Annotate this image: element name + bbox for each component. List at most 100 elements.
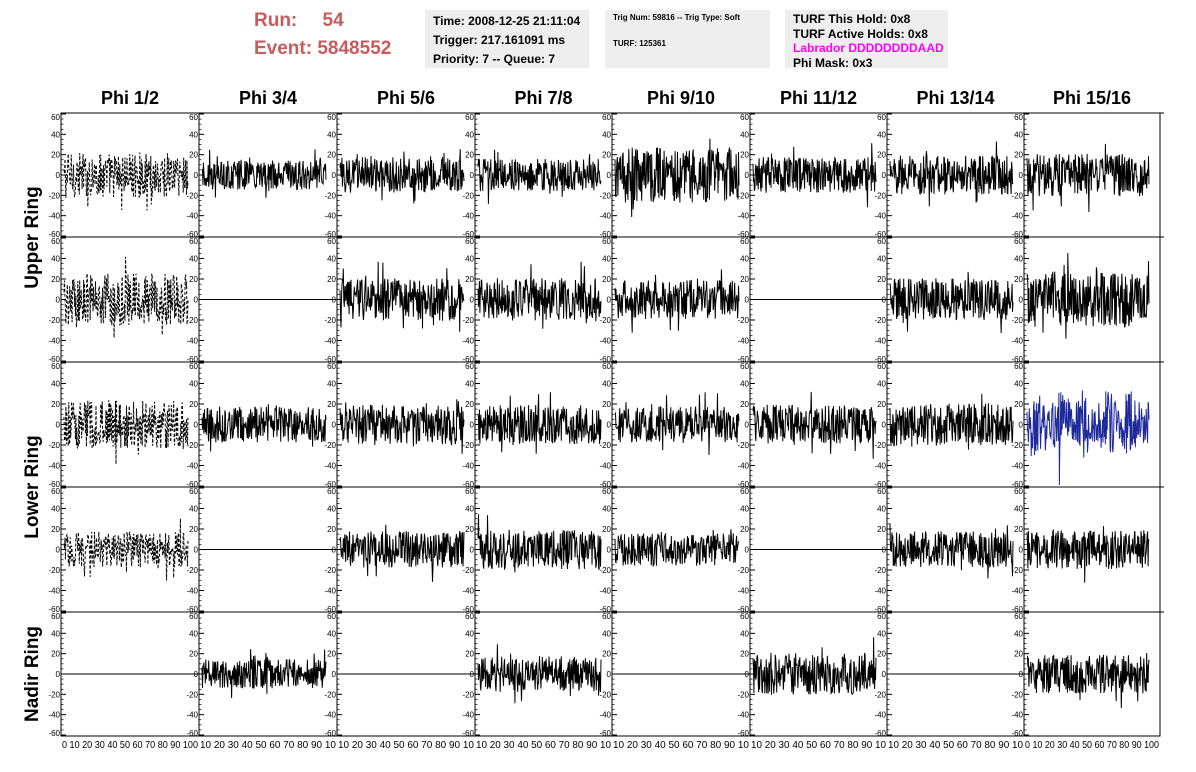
y-tick-label: -40: [462, 212, 474, 221]
y-tick-label: 40: [740, 380, 749, 389]
priority-text: Priority: 7 -- Queue: 7: [433, 52, 556, 66]
y-tick-label: 0: [745, 670, 750, 679]
y-tick-label: -20: [1011, 191, 1023, 200]
time-text: Time: 2008-12-25 21:11:04: [433, 14, 581, 28]
y-tick-label: -60: [1011, 230, 1023, 239]
y-tick-label: -20: [737, 441, 749, 450]
y-tick-label: 40: [877, 629, 886, 638]
turf-active-holds-text: TURF Active Holds: 0x8: [793, 26, 928, 41]
waveform-trace-r1-c3: [339, 149, 465, 204]
y-tick-label: 0: [470, 546, 475, 555]
y-tick-label: -20: [874, 441, 886, 450]
waveform-trace-r3-c4: [477, 392, 602, 454]
y-tick-label: -60: [48, 230, 60, 239]
y-tick-label: -40: [462, 587, 474, 596]
y-tick-label: -40: [599, 337, 611, 346]
y-tick-label: 0: [470, 421, 475, 430]
y-tick-label: 60: [465, 362, 474, 371]
y-tick-label: -60: [186, 729, 198, 738]
y-tick-label: 40: [51, 130, 60, 139]
y-tick-label: -60: [324, 605, 336, 614]
y-tick-label: 0: [194, 670, 199, 679]
y-tick-label: 0: [56, 546, 61, 555]
y-tick-label: 40: [327, 380, 336, 389]
y-tick-label: 60: [740, 612, 749, 621]
y-tick-label: 40: [1014, 130, 1023, 139]
y-tick-label: 20: [465, 400, 474, 409]
y-tick-label: 40: [740, 629, 749, 638]
y-tick-label: -20: [324, 690, 336, 699]
y-tick-label: 60: [1014, 362, 1023, 371]
y-tick-label: 0: [56, 296, 61, 305]
y-tick-label: 60: [602, 113, 611, 122]
column-header-3: Phi 5/6: [377, 88, 435, 108]
y-tick-label: 40: [1014, 629, 1023, 638]
y-tick-label: 60: [877, 362, 886, 371]
event-value: 5848552: [317, 38, 392, 59]
y-tick-label: 60: [327, 487, 336, 496]
y-tick-label: 40: [189, 255, 198, 264]
y-tick-label: -40: [48, 711, 60, 720]
y-tick-label: 20: [51, 650, 60, 659]
y-tick-label: 0: [56, 171, 61, 180]
y-tick-label: -20: [186, 566, 198, 575]
y-tick-label: -20: [462, 566, 474, 575]
waveform-trace-r3-c2: [201, 404, 327, 452]
y-tick-label: -60: [874, 230, 886, 239]
y-tick-label: 0: [607, 171, 612, 180]
y-tick-label: -40: [186, 212, 198, 221]
waveform-trace-r3-c8: [1026, 390, 1150, 486]
x-tick-labels-6: 10 20 30 40 50 60 70 80 90 10: [751, 739, 886, 751]
y-tick-label: -60: [48, 480, 60, 489]
waveform-trace-r1-c5: [614, 138, 740, 218]
y-tick-label: 20: [327, 275, 336, 284]
y-tick-label: 60: [602, 362, 611, 371]
y-tick-label: -40: [874, 587, 886, 596]
y-tick-label: 0: [607, 421, 612, 430]
y-tick-label: -20: [48, 690, 60, 699]
waveform-trace-r3-c7: [889, 393, 1014, 450]
waveform-trace-r4-c8: [1026, 526, 1150, 583]
y-tick-label: 0: [1019, 296, 1024, 305]
y-tick-label: -20: [48, 566, 60, 575]
y-tick-label: -60: [737, 355, 749, 364]
y-tick-label: 60: [1014, 113, 1023, 122]
y-tick-label: 20: [465, 151, 474, 160]
y-tick-label: 40: [465, 255, 474, 264]
y-tick-label: 40: [877, 505, 886, 514]
y-tick-label: -60: [874, 729, 886, 738]
y-tick-label: 40: [1014, 255, 1023, 264]
y-tick-label: -20: [737, 316, 749, 325]
y-tick-label: 40: [1014, 505, 1023, 514]
y-tick-label: -60: [874, 355, 886, 364]
y-tick-label: 0: [194, 296, 199, 305]
y-tick-label: 60: [189, 612, 198, 621]
run-line: Run: 54: [254, 10, 344, 32]
y-tick-label: -40: [462, 337, 474, 346]
y-tick-label: -40: [599, 587, 611, 596]
column-header-2: Phi 3/4: [239, 88, 297, 108]
y-tick-label: -60: [599, 605, 611, 614]
y-tick-label: -60: [462, 230, 474, 239]
y-tick-label: 20: [189, 525, 198, 534]
y-tick-label: -60: [48, 605, 60, 614]
column-header-5: Phi 9/10: [647, 88, 715, 108]
y-tick-label: 40: [465, 505, 474, 514]
y-tick-label: 20: [465, 525, 474, 534]
x-tick-labels-7: 10 20 30 40 50 60 70 80 90 10: [888, 739, 1023, 751]
y-tick-label: 60: [877, 237, 886, 246]
y-tick-label: 20: [602, 400, 611, 409]
y-tick-label: 40: [327, 505, 336, 514]
y-tick-label: 40: [327, 255, 336, 264]
y-tick-label: 20: [602, 151, 611, 160]
y-tick-label: -20: [48, 316, 60, 325]
y-tick-label: 40: [740, 505, 749, 514]
y-tick-label: 40: [51, 505, 60, 514]
y-tick-label: 0: [882, 171, 887, 180]
y-tick-label: -40: [48, 462, 60, 471]
y-tick-label: -60: [599, 230, 611, 239]
y-tick-label: 60: [51, 113, 60, 122]
y-tick-label: 20: [51, 275, 60, 284]
y-tick-label: 60: [327, 612, 336, 621]
